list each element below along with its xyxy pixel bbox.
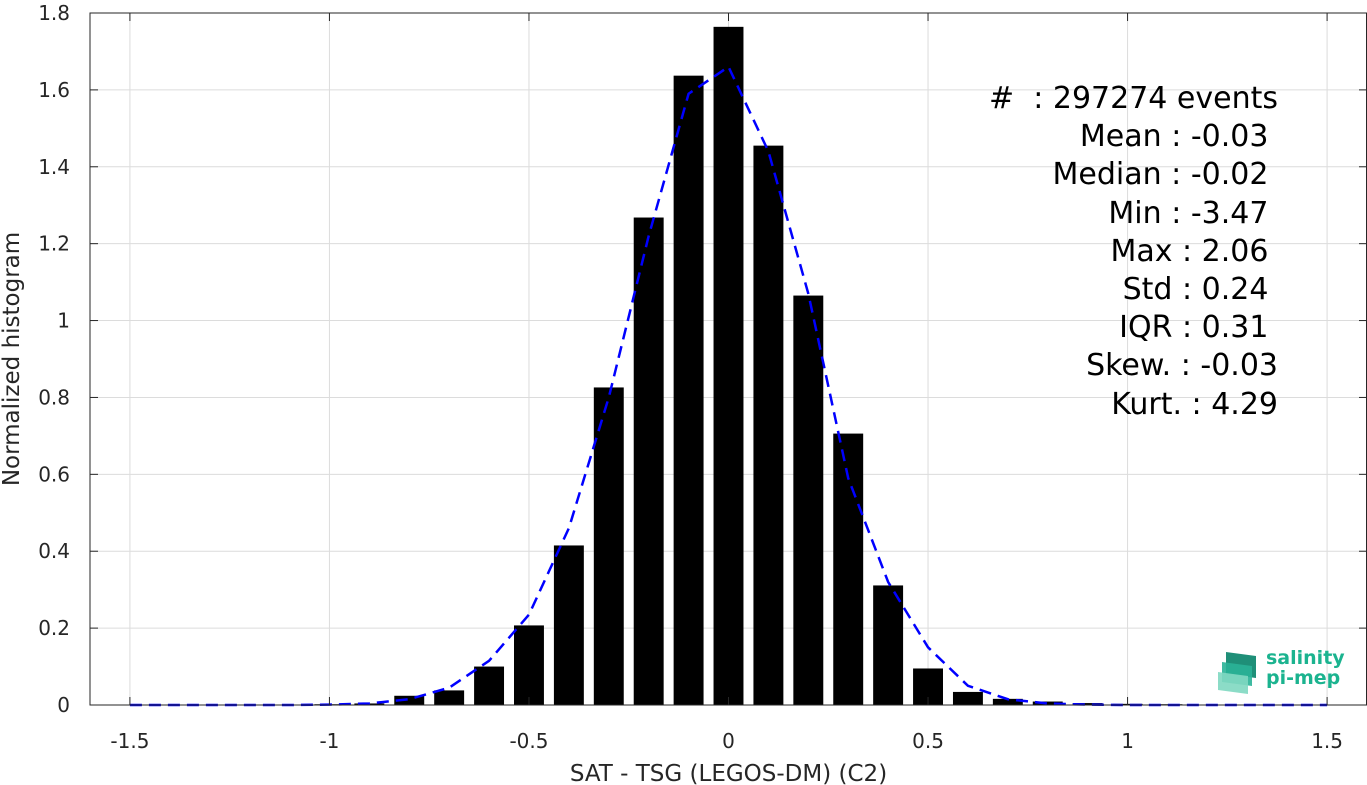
histogram-bar: [952, 691, 983, 705]
histogram-bars: [114, 26, 1343, 706]
x-tick-label: 1.5: [1311, 729, 1343, 753]
y-tick-label: 1: [57, 309, 70, 333]
y-tick-label: 1.8: [38, 1, 70, 25]
y-tick-label: 0.8: [38, 385, 70, 409]
logo-line-2: pi-mep: [1266, 667, 1341, 689]
stat-skew: Skew. : -0.03: [1086, 348, 1278, 384]
x-tick-label: -0.5: [509, 729, 548, 753]
salinity-pi-mep-logo: salinity pi-mep: [1216, 646, 1346, 696]
y-tick-label: 0: [57, 693, 70, 717]
x-tick-label: 0.5: [912, 729, 944, 753]
histogram-bar: [1032, 701, 1063, 705]
histogram-bar: [593, 387, 624, 705]
histogram-bar: [673, 75, 704, 706]
stat-mean: Mean : -0.03: [1079, 119, 1278, 155]
histogram-bar: [434, 690, 465, 705]
histogram-bar: [394, 695, 425, 705]
histogram-bar: [1072, 703, 1103, 705]
x-axis-title: SAT - TSG (LEGOS-DM) (C2): [570, 761, 887, 785]
stat-kurt: Kurt. : 4.29: [1111, 386, 1278, 422]
x-tick-label: -1: [319, 729, 339, 753]
x-tick-label: -1.5: [110, 729, 149, 753]
histogram-bar: [753, 145, 784, 706]
stat-median: Median : -0.02: [1052, 157, 1278, 193]
stat-std: Std : 0.24: [1122, 272, 1278, 308]
logo-line-1: salinity: [1266, 647, 1345, 669]
stat-events: # : 297274 events: [989, 81, 1278, 116]
statistics-panel: # : 297274 events Mean : -0.03 Median : …: [900, 80, 1278, 424]
y-axis-title: Normalized histogram: [0, 232, 25, 486]
histogram-bar: [793, 295, 824, 705]
axis-ticks: -1.5 -1 -0.5 0 0.5 1 1.5 0 0.2 0.4 0.6 0.8 1 1.2 1.4 1.…: [38, 1, 1367, 753]
histogram-bar: [633, 217, 664, 705]
stat-iqr: IQR : 0.31: [1119, 310, 1278, 346]
y-tick-label: 0.4: [38, 539, 70, 563]
x-tick-label: 0: [722, 729, 735, 753]
stat-min: Min : -3.47: [1108, 195, 1278, 231]
histogram-bar: [713, 26, 744, 705]
histogram-bar: [514, 625, 544, 705]
histogram-bar: [992, 698, 1023, 705]
histogram-bar: [474, 666, 505, 705]
y-tick-label: 0.2: [38, 616, 70, 640]
y-tick-label: 1.2: [38, 232, 70, 256]
y-tick-label: 0.6: [38, 462, 70, 486]
x-tick-label: 1: [1121, 729, 1134, 753]
y-tick-label: 1.4: [38, 155, 70, 179]
stat-max: Max : 2.06: [1110, 233, 1278, 269]
wave-logo-icon: [1218, 652, 1256, 694]
histogram-bar: [873, 585, 904, 705]
histogram-bar: [553, 545, 584, 705]
y-tick-label: 1.6: [38, 78, 70, 102]
logo-text: salinity pi-mep: [1266, 648, 1345, 688]
